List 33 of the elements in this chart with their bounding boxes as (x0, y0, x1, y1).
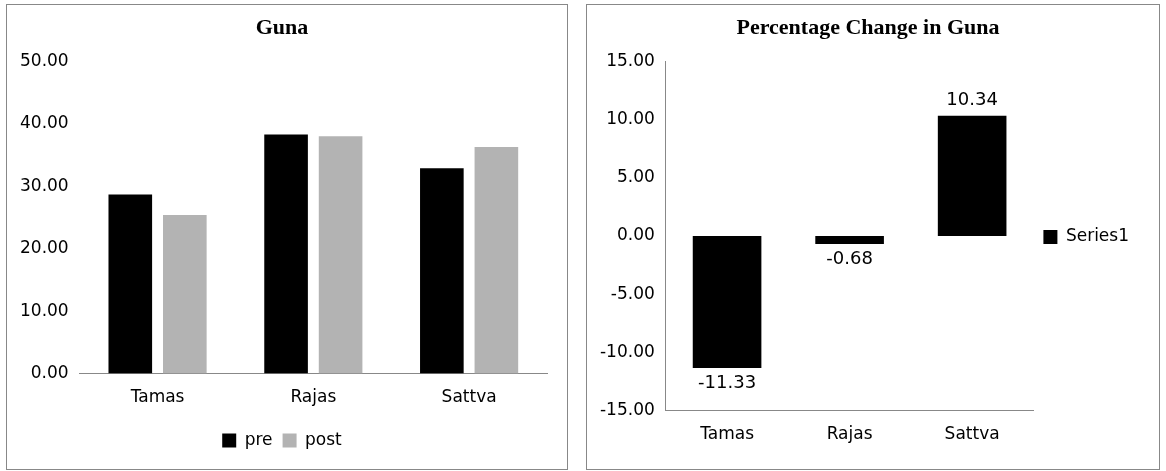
y-tick-label: 0.00 (30, 362, 69, 383)
x-tick-label: Sattva (441, 386, 497, 407)
legend-label: post (305, 428, 343, 449)
y-tick-label: 0.00 (616, 224, 655, 245)
chart-title: Guna (255, 13, 309, 39)
x-tick-label: Tamas (129, 386, 185, 407)
bar (163, 215, 207, 374)
chart-title: Percentage Change in Guna (736, 13, 1000, 39)
legend-label: pre (244, 428, 273, 449)
bar (318, 136, 363, 374)
x-tick-label: Rajas (290, 386, 337, 407)
legend-label: Series1 (1065, 225, 1130, 246)
y-tick-label: 40.00 (20, 112, 69, 133)
data-label: 10.34 (946, 88, 998, 110)
x-tick-label: Rajas (826, 423, 873, 444)
data-label: -0.68 (826, 246, 873, 268)
bar (474, 146, 519, 374)
bar (420, 168, 464, 374)
y-tick-label: 50.00 (20, 49, 69, 70)
data-label: -11.33 (698, 370, 757, 392)
y-tick-label: -5.00 (610, 282, 655, 303)
bar (264, 134, 308, 374)
y-tick-label: -15.00 (599, 399, 655, 420)
y-tick-label: 5.00 (616, 166, 655, 187)
y-tick-label: 10.00 (606, 108, 655, 129)
y-tick-label: 20.00 (20, 237, 69, 258)
y-tick-label: -10.00 (599, 340, 655, 361)
x-tick-label: Sattva (944, 423, 1000, 444)
bar (108, 194, 153, 374)
y-tick-label: 10.00 (20, 299, 69, 320)
y-tick-label: 30.00 (20, 174, 69, 195)
x-tick-label: Tamas (699, 423, 755, 444)
y-tick-label: 15.00 (606, 49, 655, 70)
